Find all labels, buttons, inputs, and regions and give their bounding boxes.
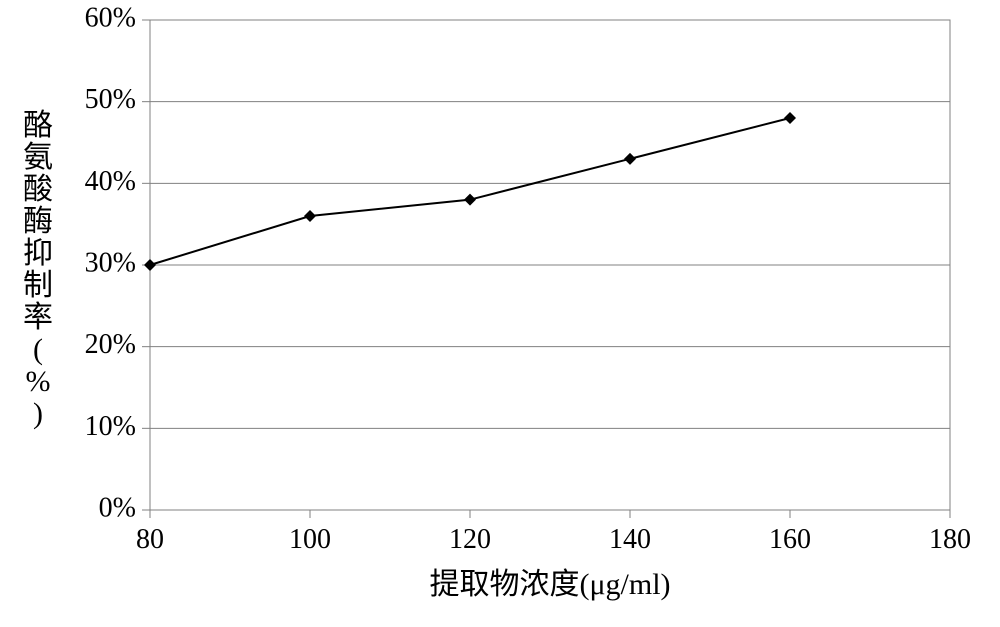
y-tick-label: 50%: [85, 84, 136, 115]
y-tick-label: 20%: [85, 329, 136, 360]
y-tick-label: 30%: [85, 247, 136, 278]
y-tick-label: 0%: [99, 492, 136, 523]
svg-text:制: 制: [23, 269, 53, 302]
svg-text:%: %: [26, 365, 51, 398]
svg-text:酪: 酪: [23, 109, 53, 142]
x-tick-label: 180: [929, 524, 971, 555]
x-tick-label: 80: [136, 524, 164, 555]
svg-text:酸: 酸: [23, 173, 53, 206]
x-tick-label: 120: [449, 524, 491, 555]
x-axis-label: 提取物浓度(μg/ml): [429, 568, 670, 601]
svg-text:氨: 氨: [23, 141, 53, 174]
y-axis-label: 酪氨酸酶抑制率(%): [23, 109, 53, 430]
x-tick-label: 140: [609, 524, 651, 555]
y-tick-label: 10%: [85, 411, 136, 442]
chart-container: 0% 10% 20% 30% 40% 50% 60% 80 100 120 140 160 180 提取物…: [0, 0, 1000, 627]
svg-text:): ): [33, 397, 43, 430]
svg-text:抑: 抑: [23, 237, 53, 270]
line-chart: 0% 10% 20% 30% 40% 50% 60% 80 100 120 140 160 180 提取物…: [0, 0, 1000, 627]
svg-text:率: 率: [23, 301, 53, 334]
x-tick-label: 160: [769, 524, 811, 555]
svg-text:酶: 酶: [23, 205, 53, 238]
y-tick-label: 60%: [85, 2, 136, 33]
y-tick-label: 40%: [85, 166, 136, 197]
svg-text:(: (: [33, 333, 43, 366]
x-tick-label: 100: [289, 524, 331, 555]
